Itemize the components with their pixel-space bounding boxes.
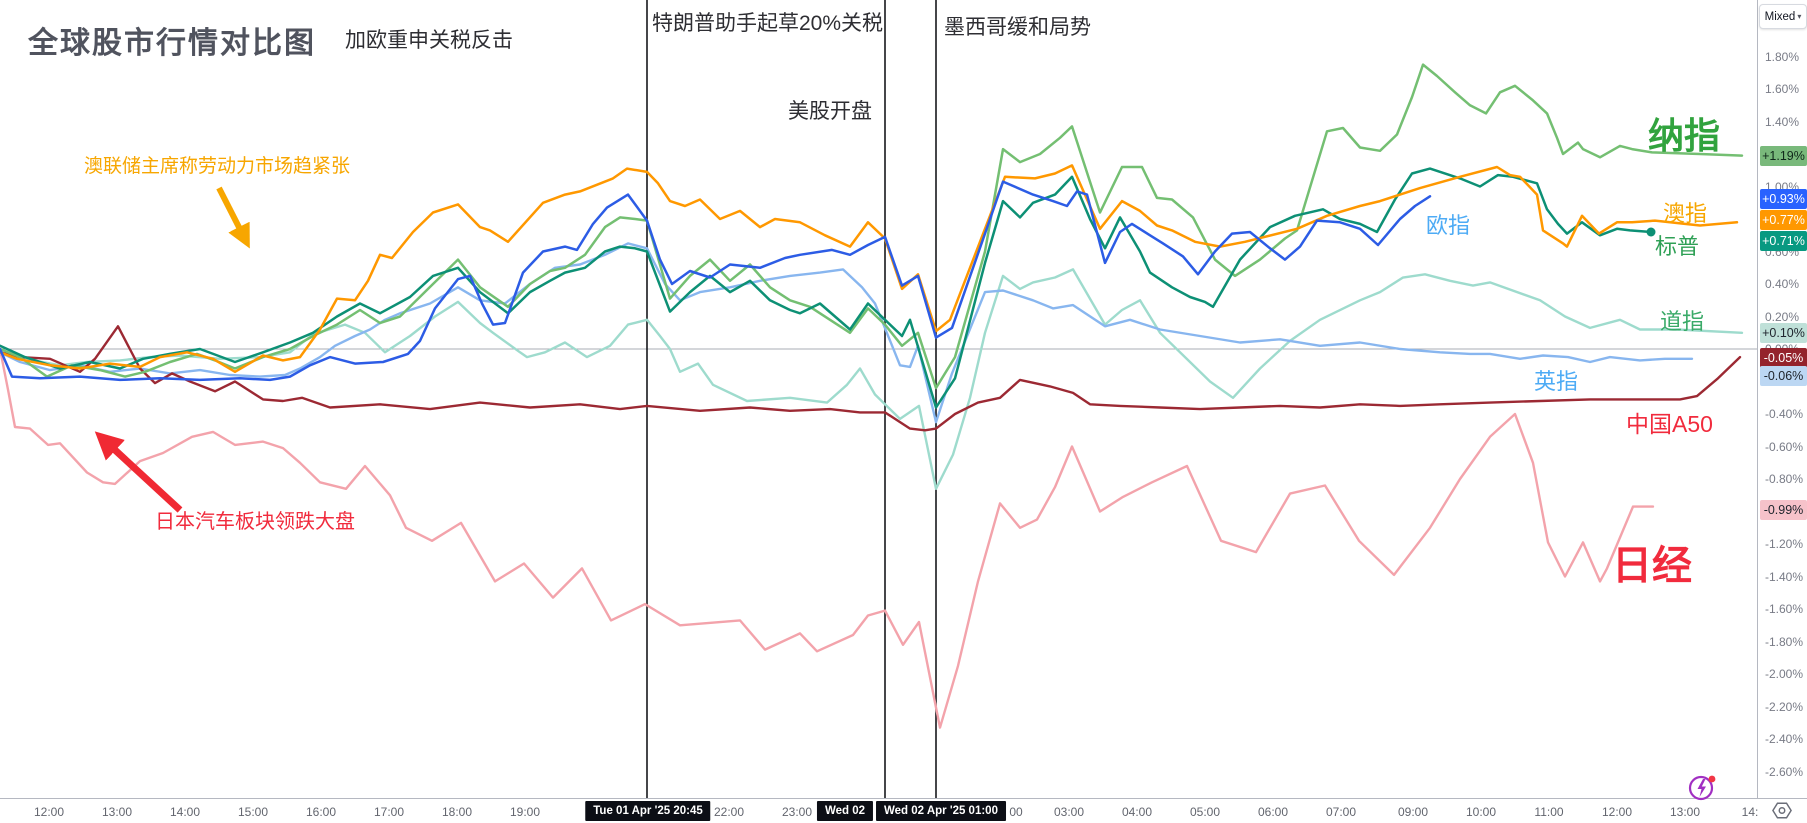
lightning-assistant-icon[interactable] [1688, 772, 1718, 802]
price-badge-nikkei: -0.99% [1760, 500, 1807, 520]
series-line-nasdaq[interactable] [0, 63, 1744, 390]
time-tick: 13:00 [1669, 805, 1701, 819]
time-badge: Wed 02 [816, 801, 874, 821]
price-tick: -1.40% [1765, 569, 1804, 584]
price-badge-uk: -0.06% [1760, 366, 1807, 386]
time-tick: 17:00 [373, 805, 405, 819]
chevron-down-icon: ▾ [1797, 12, 1802, 21]
price-tick: 1.60% [1765, 82, 1800, 96]
time-tick: 13:00 [101, 805, 133, 819]
time-tick: 12:00 [1601, 805, 1633, 819]
time-tick: 15:00 [237, 805, 269, 819]
time-badge: Wed 02 Apr '25 01:00 [876, 801, 1006, 821]
time-tick: 14:00 [169, 805, 201, 819]
price-tick: -2.40% [1765, 732, 1804, 746]
price-scale-mode-label: Mixed [1764, 10, 1796, 23]
series-label-china-a50[interactable]: 中国A50 [1626, 411, 1713, 437]
price-badge-sp500: +0.71% [1760, 231, 1807, 251]
hexagon-eye-icon[interactable] [1772, 801, 1792, 820]
time-tick: 22:00 [713, 805, 745, 819]
price-badge-nasdaq: +1.19% [1760, 146, 1807, 166]
notification-dot [1708, 775, 1716, 783]
price-tick: -1.20% [1765, 537, 1804, 551]
time-tick: 19:00 [509, 805, 541, 819]
annotation-us-market-open[interactable]: 美股开盘 [788, 100, 872, 123]
time-tick: 07:00 [1325, 805, 1357, 819]
series-line-uk[interactable] [0, 242, 1694, 424]
series-line-china_a50[interactable] [0, 325, 1742, 432]
series-line-sp500[interactable] [0, 167, 1653, 409]
time-tick: 06:00 [1257, 805, 1289, 819]
price-badge-dow: +0.10% [1760, 323, 1807, 343]
time-tick: 14: [1741, 805, 1759, 819]
series-label-nasdaq[interactable]: 纳指 [1648, 115, 1721, 156]
series-label-sp500[interactable]: 标普 [1655, 234, 1700, 259]
annotation-canada-eu-tariff[interactable]: 加欧重申关税反击 [345, 29, 513, 52]
series-line-nikkei[interactable] [0, 347, 1655, 729]
series-end-dot-sp500 [1646, 227, 1656, 237]
price-tick: -2.60% [1765, 764, 1804, 779]
annotation-mexico-deescalation[interactable]: 墨西哥缓和局势 [944, 16, 1091, 39]
time-tick: 00 [1009, 805, 1023, 819]
series-label-dow[interactable]: 道指 [1660, 309, 1705, 334]
series-line-europe[interactable] [0, 180, 1432, 382]
time-tick: 23:00 [781, 805, 813, 819]
price-scale-mode-button[interactable]: Mixed ▾ [1759, 4, 1807, 29]
price-tick: 0.40% [1765, 277, 1800, 291]
time-tick: 10:00 [1465, 805, 1497, 819]
annotation-rba-labor-market[interactable]: 澳联储主席称劳动力市场趋紧张 [84, 156, 351, 177]
page-title[interactable]: 全球股市行情对比图 [28, 27, 316, 60]
price-tick: -2.00% [1765, 667, 1804, 681]
series-label-uk[interactable]: 英指 [1534, 369, 1579, 394]
price-badge-europe: +0.93% [1760, 189, 1807, 209]
price-tick: -0.40% [1765, 407, 1804, 421]
price-axis[interactable]: 1.80%1.60%1.40%1.00%0.60%0.40%0.20%0.00%… [1757, 0, 1807, 798]
price-tick: 1.80% [1765, 49, 1800, 64]
price-tick: 1.40% [1765, 114, 1800, 129]
series-line-asx[interactable] [0, 164, 1739, 374]
time-tick: 03:00 [1053, 805, 1085, 819]
time-tick: 18:00 [441, 805, 473, 819]
annotation-trump-aide-tariff[interactable]: 特朗普助手起草20%关税 [652, 12, 884, 35]
time-tick: 04:00 [1121, 805, 1153, 819]
arrow-rba[interactable] [216, 186, 250, 249]
price-tick: -0.80% [1765, 472, 1804, 486]
time-tick: 09:00 [1397, 805, 1429, 819]
price-badge-asx: +0.77% [1760, 210, 1807, 230]
price-tick: -0.60% [1765, 439, 1804, 454]
price-badge-china_a50: -0.05% [1760, 348, 1807, 368]
time-tick: 12:00 [33, 805, 65, 819]
time-axis[interactable]: 12:00 13:00 14:00 15:00 16:00 17:00 18:00 19:00… [0, 798, 1807, 823]
annotation-japan-auto-sector[interactable]: 日本汽车板块领跌大盘 [155, 511, 355, 533]
price-tick: -1.60% [1765, 602, 1804, 616]
price-tick: -2.20% [1765, 699, 1804, 714]
price-tick: -1.80% [1765, 634, 1804, 649]
price-tick: 0.20% [1765, 309, 1800, 324]
time-tick: 11:00 [1534, 805, 1564, 819]
time-badge: Tue 01 Apr '25 20:45 [585, 801, 711, 821]
series-label-nikkei[interactable]: 日经 [1612, 544, 1692, 588]
series-label-asx[interactable]: 澳指 [1663, 201, 1708, 226]
arrow-japan[interactable] [94, 431, 183, 513]
time-tick: 05:00 [1189, 805, 1221, 819]
time-tick: 16:00 [305, 805, 337, 819]
series-label-europe[interactable]: 欧指 [1426, 213, 1471, 238]
